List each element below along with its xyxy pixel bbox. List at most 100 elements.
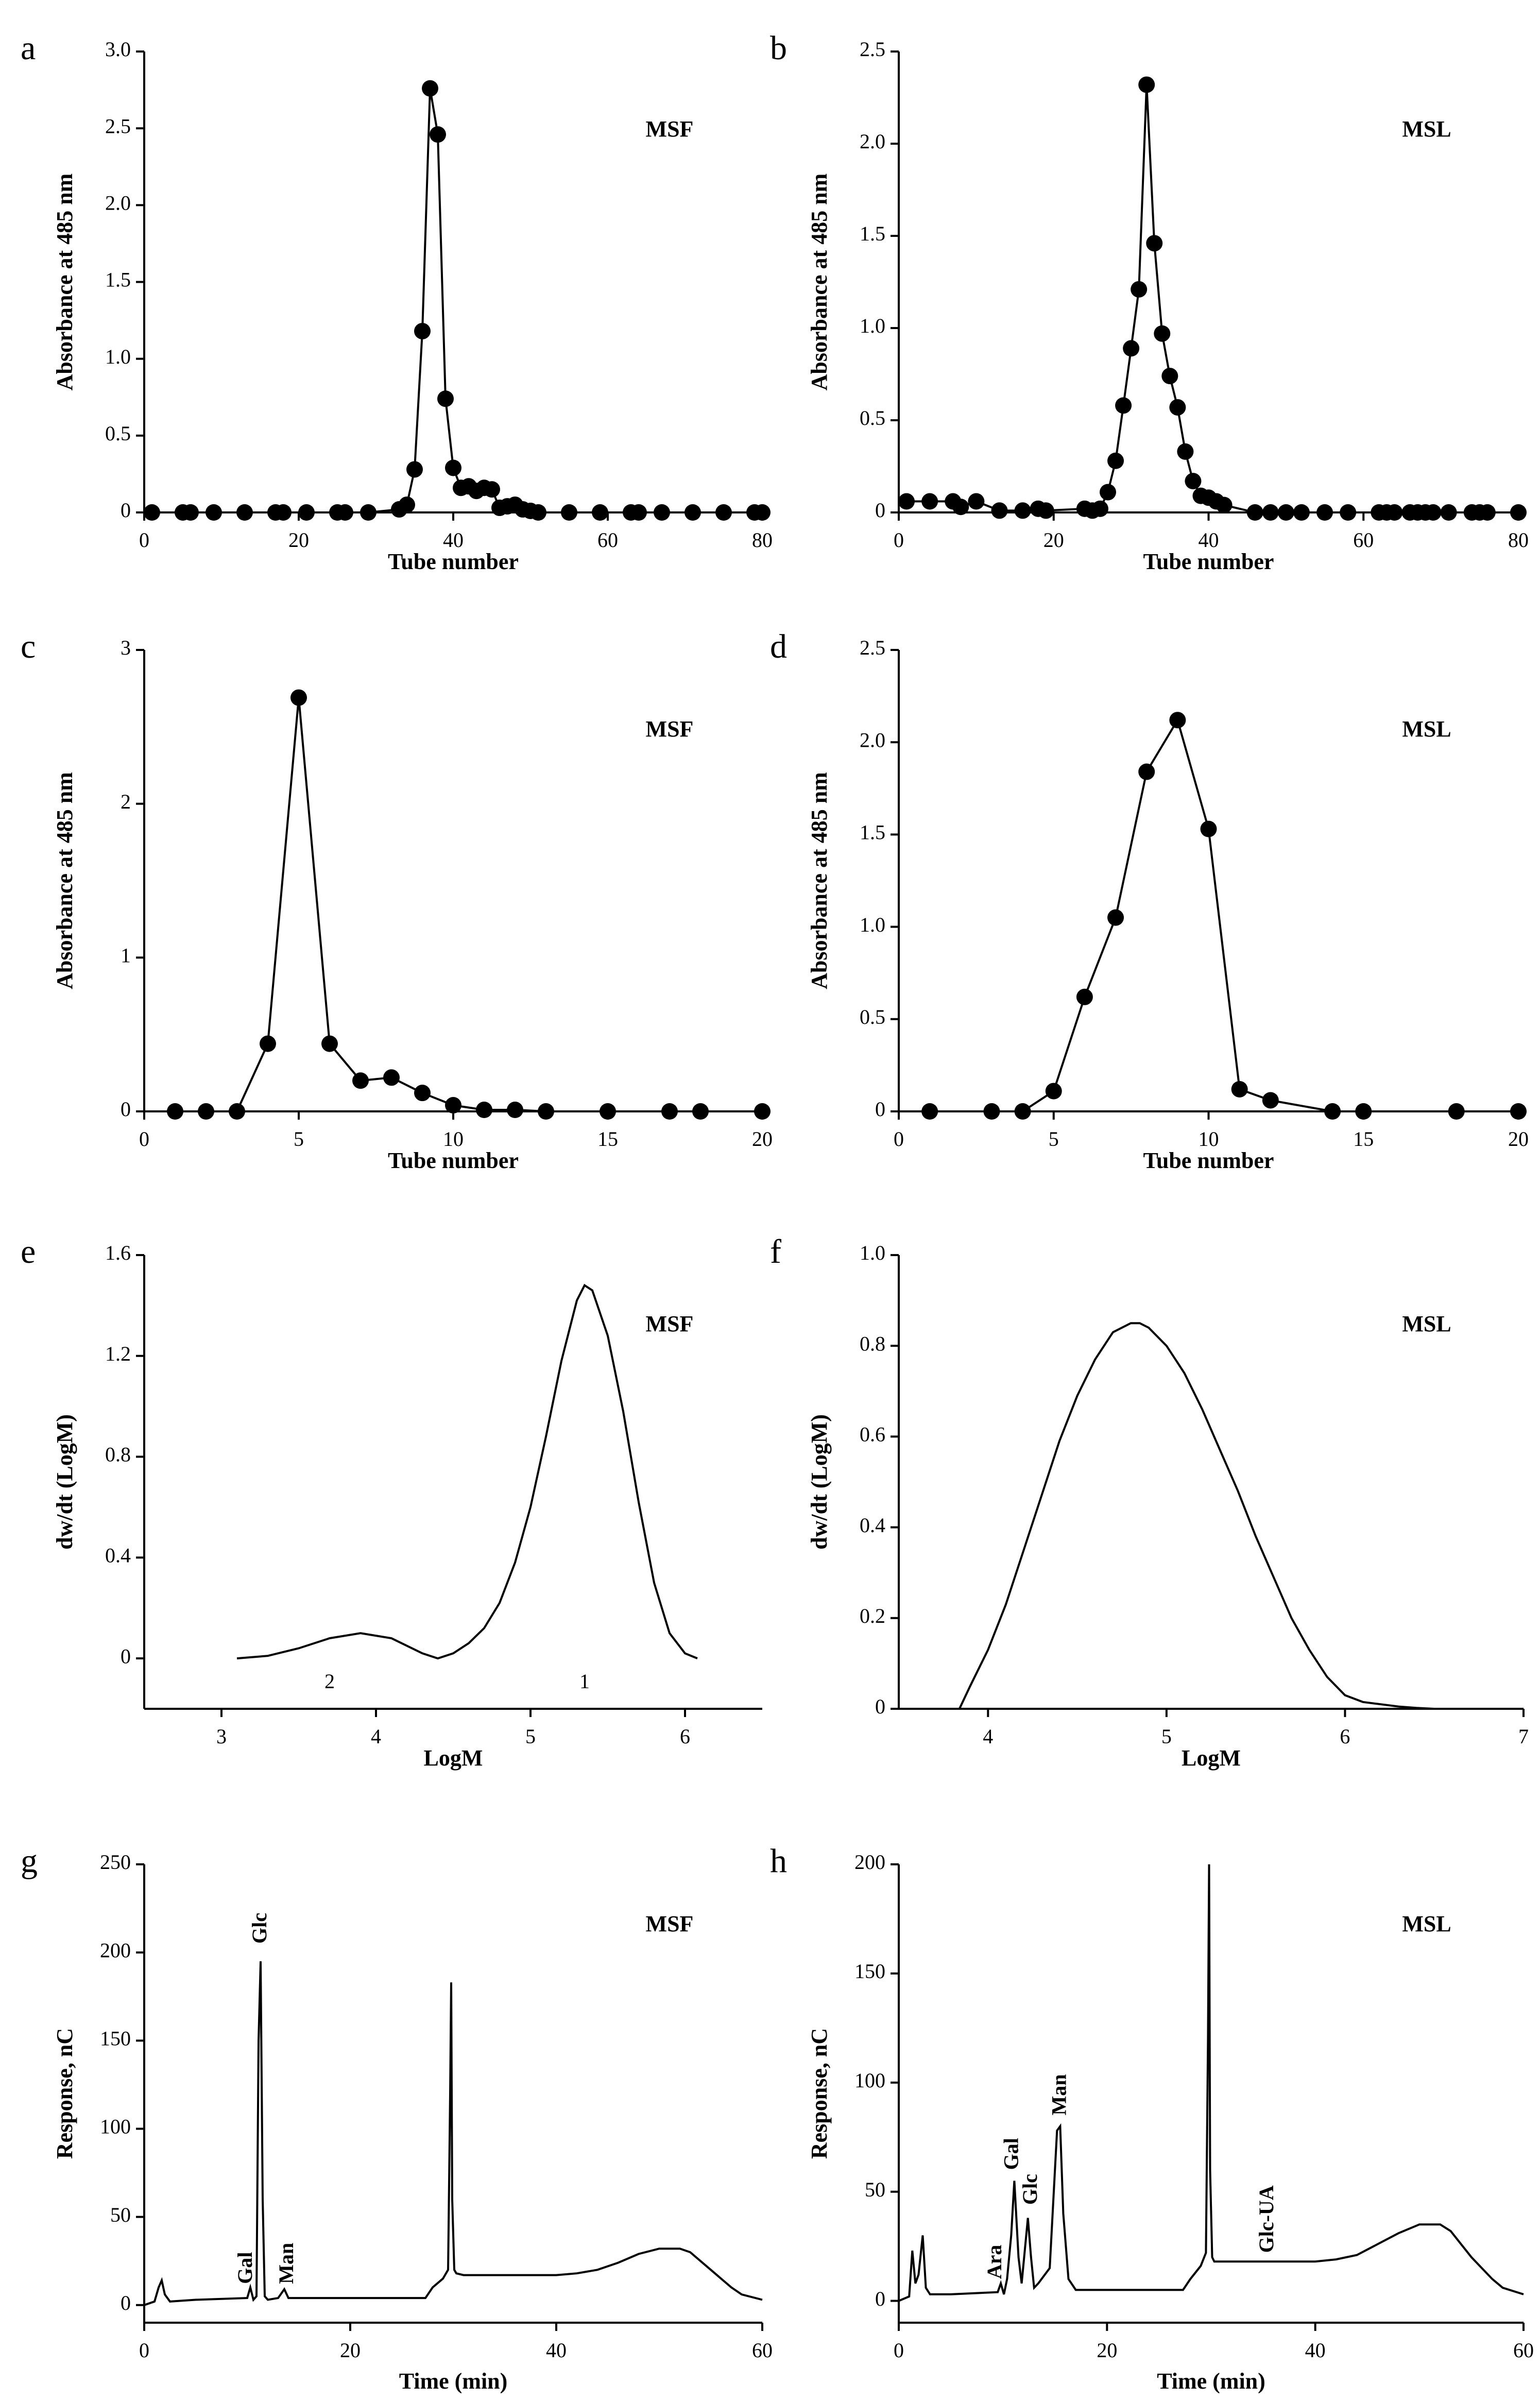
data-point [321,1035,338,1052]
data-point [1037,502,1054,519]
data-point [229,1103,245,1120]
y-tick-label: 0 [875,1695,885,1718]
series-label: MSL [1402,1311,1451,1336]
y-axis-title: Absorbance at 485 nm [52,174,77,391]
x-tick-label: 5 [525,1725,536,1748]
data-point [1100,484,1117,501]
series-label: MSF [646,716,694,742]
panel-b: b 0 0.5 1.0 1.5 2.0 2.5 0 20 40 60 80 Tube number Abs… [770,29,1529,574]
panel-letter: c [21,628,36,665]
y-tick-label: 0.5 [860,1005,885,1028]
data-point [399,496,415,513]
y-tick-label: 0.4 [105,1544,131,1567]
y-tick-label: 3 [121,636,131,659]
peak-annotation: 2 [324,1670,335,1693]
y-tick-label: 0 [875,1097,885,1121]
data-point [360,504,377,521]
x-tick-label: 80 [1508,528,1529,552]
data-point [1216,496,1233,513]
x-tick-label: 10 [1199,1127,1219,1151]
data-point [715,504,732,521]
data-point [1169,399,1186,416]
x-axis-title: LogM [1182,1745,1241,1771]
y-tick-label: 0 [121,1644,131,1668]
y-tick-label: 1.5 [105,268,131,291]
y-axis-title: Absorbance at 485 nm [807,174,832,391]
x-tick-label: 0 [894,2339,904,2362]
peak-annotation: 1 [579,1670,590,1693]
y-axis-title: Response, nC [52,2028,77,2159]
data-point [991,502,1008,519]
x-tick-label: 60 [752,2339,773,2362]
x-tick-label: 40 [1305,2339,1326,2362]
series-label: MSF [646,1911,694,1936]
x-tick-label: 5 [1161,1725,1172,1748]
y-tick-label: 1.0 [860,314,885,337]
series-line [144,1961,763,2306]
panel-letter: b [770,29,787,67]
data-point [983,1103,1000,1120]
y-tick-label: 0 [121,2291,131,2314]
x-tick-label: 60 [1353,528,1374,552]
x-tick-label: 10 [443,1127,464,1151]
data-point [630,504,647,521]
x-tick-label: 40 [443,528,464,552]
x-axis-title: LogM [424,1745,483,1771]
y-tick-label: 0.8 [105,1443,131,1466]
y-tick-label: 2.0 [105,192,131,215]
data-point [1386,504,1403,521]
y-tick-label: 200 [100,1938,131,1962]
x-tick-label: 60 [597,528,618,552]
y-tick-label: 50 [110,2203,131,2226]
data-point [1107,452,1124,469]
x-tick-label: 40 [1199,528,1219,552]
y-tick-label: 1.2 [105,1342,131,1365]
x-axis-title: Tube number [1143,1148,1274,1173]
data-point [298,504,315,521]
x-tick-label: 6 [1340,1725,1350,1748]
x-tick-label: 20 [1508,1127,1529,1151]
x-tick-label: 0 [139,528,149,552]
y-tick-label: 100 [100,2115,131,2138]
y-tick-label: 2.5 [105,114,131,138]
series-line [898,1864,1524,2302]
data-point [1293,504,1310,521]
y-tick-label: 0.8 [860,1332,885,1355]
y-tick-label: 1 [121,944,131,967]
panel-letter: e [21,1233,36,1271]
y-axis-title: Absorbance at 485 nm [807,772,832,989]
data-point [206,504,222,521]
peak-annotation: Man [1048,2074,1071,2115]
data-point [1138,763,1155,780]
data-point [921,1103,938,1120]
data-point [1161,368,1178,385]
data-point [1091,500,1108,517]
data-point [921,493,938,510]
x-axis-title: Tube number [388,549,519,574]
data-point [898,493,915,510]
data-point [754,1103,771,1120]
y-axis-title: Response, nC [807,2028,832,2159]
series-line [236,1283,698,1660]
y-tick-label: 2.0 [860,728,885,751]
x-tick-label: 4 [371,1725,381,1748]
y-tick-label: 1.0 [860,1241,885,1264]
data-point [661,1103,678,1120]
data-point [198,1103,214,1120]
data-point [476,1102,492,1119]
series-label: MSL [1402,1911,1451,1936]
panel-letter: d [770,628,787,665]
panel-a: a 0 0.5 1.0 1.5 2.0 2.5 3.0 0 20 40 60 80 Tube number… [21,29,773,574]
y-tick-label: 2 [121,790,131,813]
y-tick-label: 1.5 [860,821,885,844]
data-point [968,493,985,510]
data-point [1246,504,1263,521]
x-axis-title: Time (min) [1157,2369,1265,2394]
x-tick-label: 4 [983,1725,993,1748]
panel-e: e 0 0.4 0.8 1.2 1.6 3 4 5 6 LogM dw/dt (LogM) MSF 2 1 [21,1233,762,1771]
data-point [1510,504,1527,521]
data-point [422,80,438,97]
data-point [1014,502,1031,519]
data-point [952,499,969,516]
